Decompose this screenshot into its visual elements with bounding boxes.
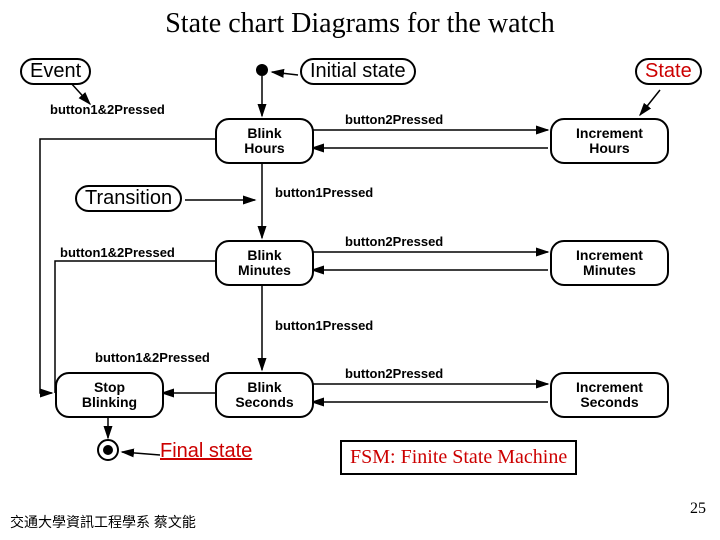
edge-b12-bot: button1&2Pressed	[95, 350, 210, 365]
callout-fsm: FSM: Finite State Machine	[340, 440, 577, 475]
callout-final-state: Final state	[160, 440, 252, 463]
callout-initial-state: Initial state	[300, 58, 416, 85]
state-increment-hours: Increment Hours	[550, 118, 669, 164]
callout-transition: Transition	[75, 185, 182, 212]
page-number: 25	[690, 500, 706, 518]
edge-b2-top: button2Pressed	[345, 112, 443, 127]
state-blink-minutes: Blink Minutes	[215, 240, 314, 286]
edge-b12-top: button1&2Pressed	[50, 102, 165, 117]
state-blink-seconds: Blink Seconds	[215, 372, 314, 418]
edge-b1-1: button1Pressed	[275, 185, 373, 200]
edge-b2-bot: button2Pressed	[345, 366, 443, 381]
callout-event: Event	[20, 58, 91, 85]
state-blink-hours: Blink Hours	[215, 118, 314, 164]
edge-b2-mid: button2Pressed	[345, 234, 443, 249]
edge-b12-mid: button1&2Pressed	[60, 245, 175, 260]
callout-state: State	[635, 58, 702, 85]
diagram-canvas: Blink Hours Increment Hours Blink Minute…	[0, 0, 720, 540]
edge-b1-2: button1Pressed	[275, 318, 373, 333]
state-stop-blinking: Stop Blinking	[55, 372, 164, 418]
state-increment-seconds: Increment Seconds	[550, 372, 669, 418]
footer-credit: 交通大學資訊工程學系 蔡文能	[10, 512, 196, 532]
state-increment-minutes: Increment Minutes	[550, 240, 669, 286]
